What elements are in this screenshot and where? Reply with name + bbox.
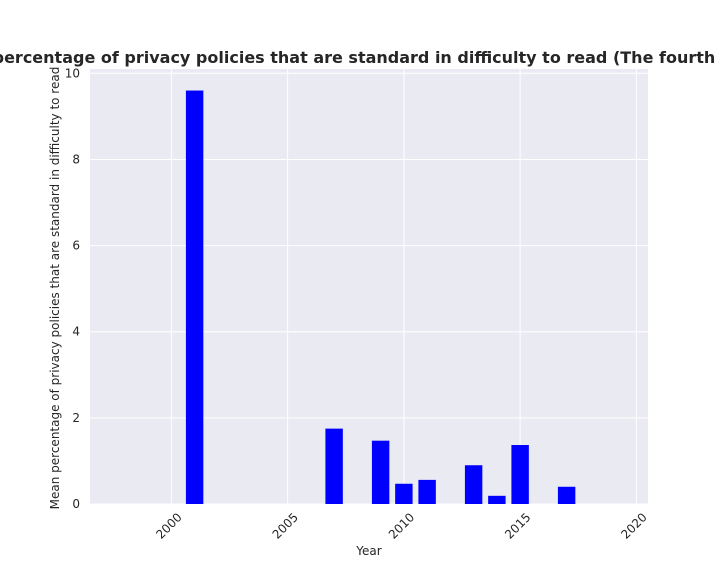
y-tick-label: 4	[72, 325, 80, 339]
x-tick-label: 2015	[502, 510, 533, 541]
bar-2013	[464, 465, 483, 504]
grid-lines	[90, 69, 648, 505]
x-tick-labels: 2000 2005 2010 2015 2020	[153, 510, 649, 541]
bar-2001	[185, 90, 204, 504]
bar-2007	[325, 428, 343, 504]
bars	[185, 90, 576, 504]
bar-2010	[395, 483, 413, 504]
x-tick-label: 2000	[153, 510, 184, 541]
bar-2011	[418, 479, 436, 504]
bar-2014	[488, 495, 506, 504]
y-axis-label: Mean percentage of privacy policies that…	[48, 67, 62, 510]
y-tick-label: 2	[72, 411, 80, 425]
y-tick-label: 6	[72, 239, 80, 253]
bar-2017	[557, 486, 576, 504]
y-tick-label: 10	[65, 66, 80, 80]
y-tick-labels: 0 2 4 6 8 10	[65, 66, 80, 511]
x-axis-label: Year	[355, 544, 381, 558]
bar-2015	[511, 444, 529, 504]
chart-title: t Mean percentage of privacy policies th…	[0, 48, 720, 67]
y-tick-label: 8	[72, 152, 80, 166]
plot-area	[90, 69, 648, 504]
x-tick-label: 2005	[270, 510, 301, 541]
bar-2009	[371, 440, 390, 504]
y-tick-label: 0	[72, 497, 80, 511]
x-tick-label: 2010	[386, 510, 417, 541]
x-tick-label: 2020	[618, 510, 649, 541]
